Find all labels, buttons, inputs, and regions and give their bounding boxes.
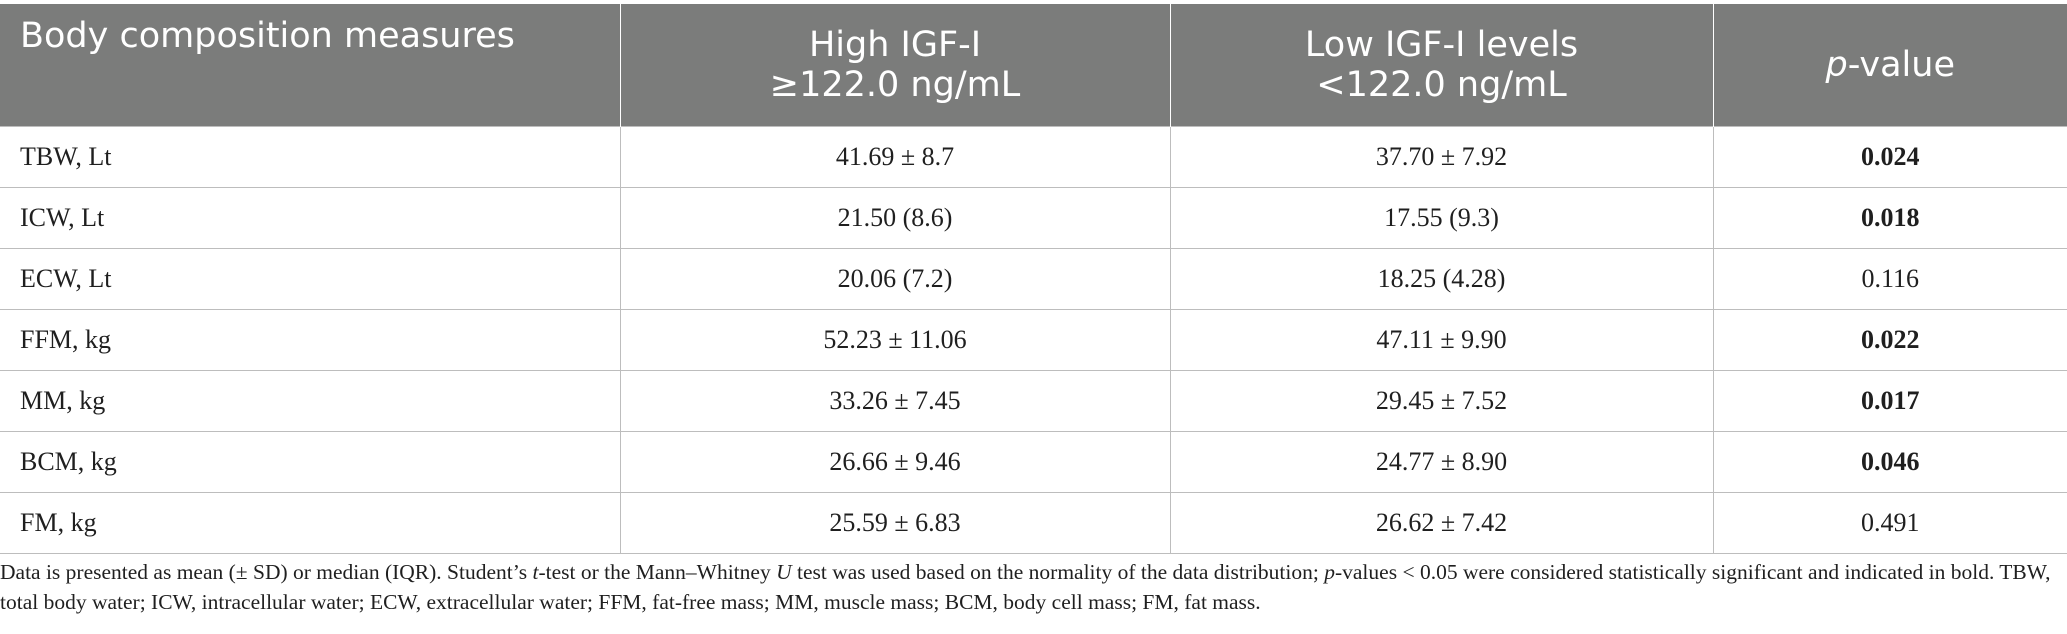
header-high-igf-line2: ≥122.0 ng/mL bbox=[769, 65, 1021, 105]
header-p-italic: p bbox=[1825, 45, 1848, 85]
cell-p-value: 0.116 bbox=[1712, 248, 2067, 310]
cell-low-igf: 18.25 (4.28) bbox=[1169, 248, 1713, 310]
footnote-t-italic: t bbox=[532, 560, 539, 584]
header-high-igf: High IGF-I ≥122.0 ng/mL bbox=[619, 4, 1170, 127]
table-footnote: Data is presented as mean (± SD) or medi… bbox=[0, 557, 2060, 617]
footnote-text-4: -values < 0.05 were considered statistic… bbox=[0, 560, 2051, 614]
header-p-rest: -value bbox=[1847, 45, 1955, 85]
cell-high-igf: 26.66 ± 9.46 bbox=[619, 431, 1170, 493]
footnote-text-2: -test or the Mann–Whitney bbox=[538, 560, 777, 584]
table-row: FM, kg 25.59 ± 6.83 26.62 ± 7.42 0.491 bbox=[0, 492, 2067, 554]
header-low-igf-line1: Low IGF-I levels bbox=[1304, 25, 1579, 65]
cell-p-value: 0.018 bbox=[1712, 187, 2067, 249]
table-row: MM, kg 33.26 ± 7.45 29.45 ± 7.52 0.017 bbox=[0, 370, 2067, 432]
cell-p-value: 0.017 bbox=[1712, 370, 2067, 432]
cell-low-igf: 29.45 ± 7.52 bbox=[1169, 370, 1713, 432]
cell-p-value: 0.024 bbox=[1712, 126, 2067, 188]
cell-low-igf: 24.77 ± 8.90 bbox=[1169, 431, 1713, 493]
body-composition-table-container: Body composition measures High IGF-I ≥12… bbox=[0, 4, 2067, 554]
cell-p-value: 0.491 bbox=[1712, 492, 2067, 554]
cell-low-igf: 17.55 (9.3) bbox=[1169, 187, 1713, 249]
cell-high-igf: 21.50 (8.6) bbox=[619, 187, 1170, 249]
table-body: TBW, Lt 41.69 ± 8.7 37.70 ± 7.92 0.024 ICW, … bbox=[0, 126, 2067, 554]
cell-measure: MM, kg bbox=[0, 370, 620, 432]
table-row: FFM, kg 52.23 ± 11.06 47.11 ± 9.90 0.022 bbox=[0, 309, 2067, 371]
table-row: BCM, kg 26.66 ± 9.46 24.77 ± 8.90 0.046 bbox=[0, 431, 2067, 493]
header-low-igf: Low IGF-I levels <122.0 ng/mL bbox=[1169, 4, 1713, 127]
header-body-composition-measures: Body composition measures bbox=[0, 4, 620, 127]
header-high-igf-line1: High IGF-I bbox=[808, 25, 982, 65]
cell-high-igf: 20.06 (7.2) bbox=[619, 248, 1170, 310]
cell-high-igf: 52.23 ± 11.06 bbox=[619, 309, 1170, 371]
cell-high-igf: 25.59 ± 6.83 bbox=[619, 492, 1170, 554]
cell-p-value: 0.022 bbox=[1712, 309, 2067, 371]
cell-measure: TBW, Lt bbox=[0, 126, 620, 188]
cell-p-value: 0.046 bbox=[1712, 431, 2067, 493]
body-composition-table: Body composition measures High IGF-I ≥12… bbox=[0, 4, 2067, 554]
footnote-text-3: test was used based on the normality of … bbox=[791, 560, 1325, 584]
cell-measure: FM, kg bbox=[0, 492, 620, 554]
cell-measure: BCM, kg bbox=[0, 431, 620, 493]
table-row: ICW, Lt 21.50 (8.6) 17.55 (9.3) 0.018 bbox=[0, 187, 2067, 249]
cell-high-igf: 33.26 ± 7.45 bbox=[619, 370, 1170, 432]
header-p-value: p-value bbox=[1712, 4, 2067, 127]
table-row: ECW, Lt 20.06 (7.2) 18.25 (4.28) 0.116 bbox=[0, 248, 2067, 310]
cell-low-igf: 37.70 ± 7.92 bbox=[1169, 126, 1713, 188]
cell-low-igf: 47.11 ± 9.90 bbox=[1169, 309, 1713, 371]
cell-high-igf: 41.69 ± 8.7 bbox=[619, 126, 1170, 188]
header-row: Body composition measures High IGF-I ≥12… bbox=[0, 4, 2067, 127]
cell-measure: FFM, kg bbox=[0, 309, 620, 371]
footnote-text-1: Data is presented as mean (± SD) or medi… bbox=[0, 560, 533, 584]
table-header: Body composition measures High IGF-I ≥12… bbox=[0, 4, 2067, 127]
footnote-u-italic: U bbox=[776, 560, 792, 584]
table-row: TBW, Lt 41.69 ± 8.7 37.70 ± 7.92 0.024 bbox=[0, 126, 2067, 188]
footnote-p-italic: p bbox=[1324, 560, 1335, 584]
cell-measure: ICW, Lt bbox=[0, 187, 620, 249]
header-low-igf-line2: <122.0 ng/mL bbox=[1316, 65, 1567, 105]
cell-measure: ECW, Lt bbox=[0, 248, 620, 310]
cell-low-igf: 26.62 ± 7.42 bbox=[1169, 492, 1713, 554]
